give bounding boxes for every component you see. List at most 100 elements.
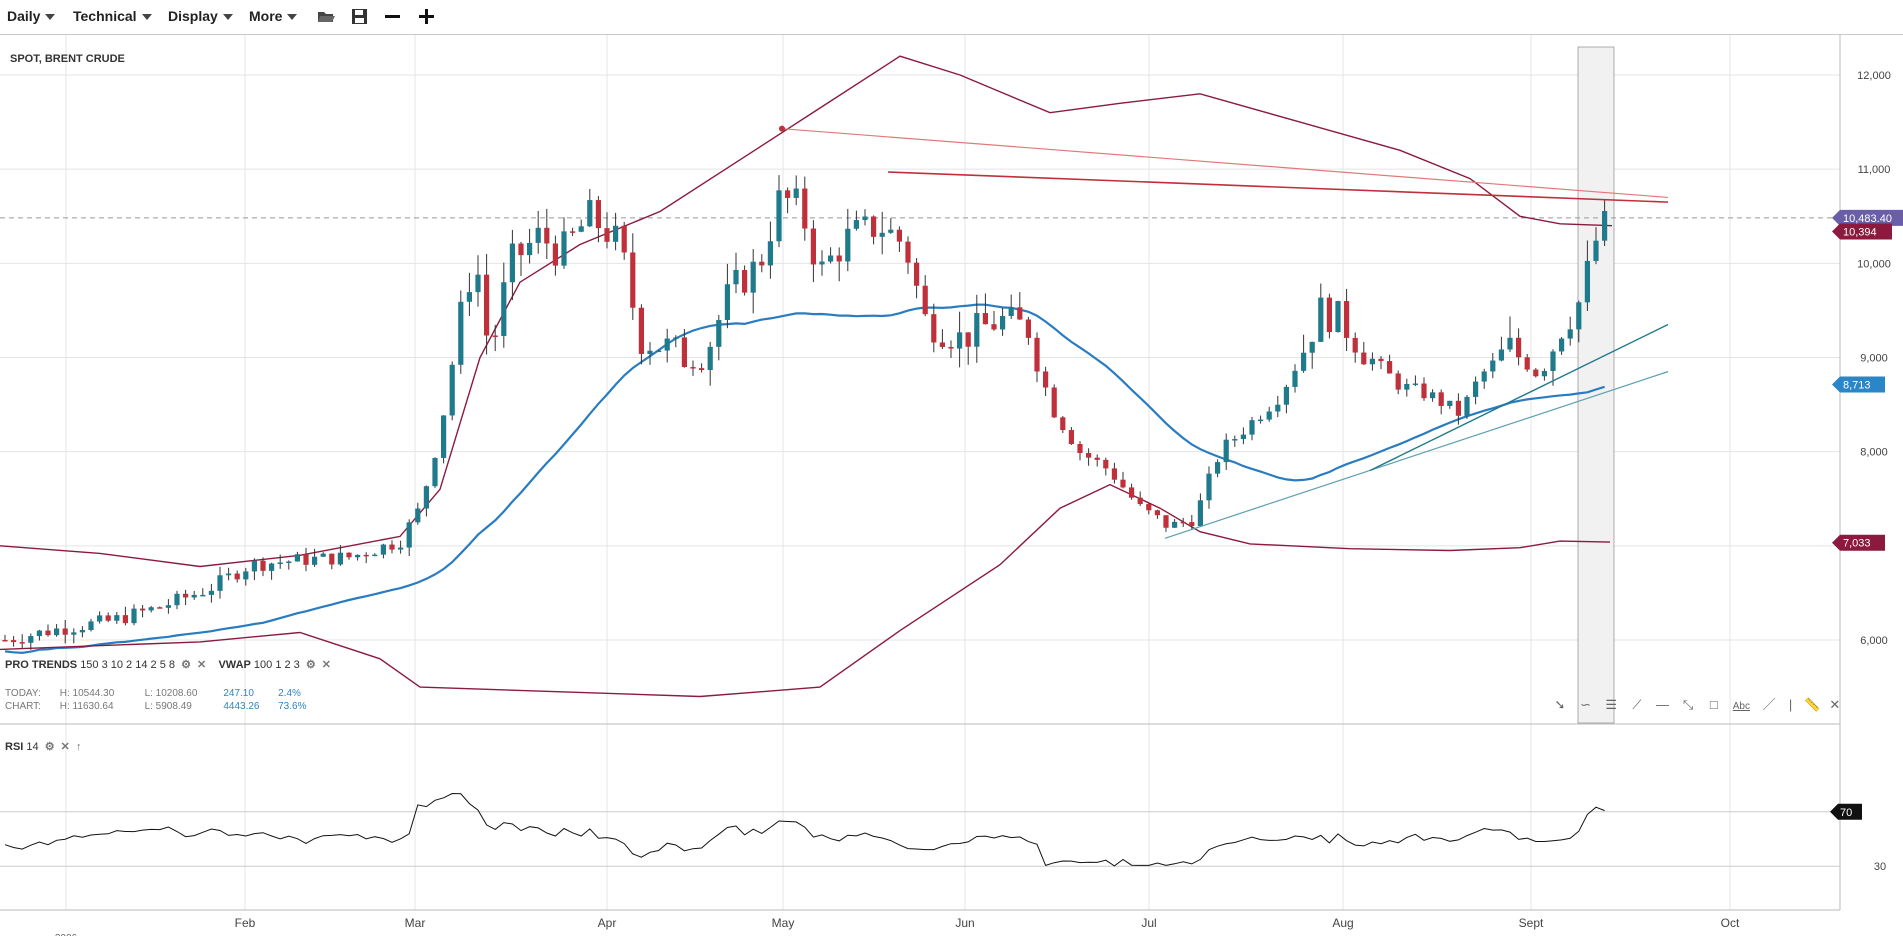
candle-body — [1232, 439, 1238, 441]
zoom-out-icon[interactable] — [382, 6, 404, 26]
interval-menu[interactable]: Daily — [7, 8, 56, 24]
rsi-badge: 70 — [1830, 803, 1862, 820]
rectangle-icon[interactable]: □ — [1709, 697, 1718, 712]
chevron-down-icon — [222, 14, 233, 21]
candle-body — [527, 242, 533, 256]
candle-body — [630, 252, 636, 308]
cursor-icon[interactable]: ➘ — [1554, 697, 1566, 712]
curve-icon[interactable]: ∽ — [1580, 697, 1592, 712]
candle-body — [62, 628, 68, 635]
candle-body — [277, 562, 283, 564]
close-icon[interactable]: ✕ — [60, 741, 70, 753]
candle-body — [879, 232, 885, 237]
price-axis-label: 10,000 — [1857, 258, 1891, 270]
save-icon[interactable] — [349, 6, 371, 26]
price-chart[interactable]: Feb Mar Apr May Jun Jul Aug Sept Oct 2006 12,000 11… — [0, 35, 1903, 936]
candle-body — [1017, 307, 1023, 320]
gear-icon[interactable]: ⚙ — [305, 659, 316, 671]
candle-body — [1120, 479, 1126, 488]
candle-body — [1430, 392, 1436, 399]
candle-body — [458, 301, 464, 365]
more-menu[interactable]: More — [249, 8, 298, 24]
candle-body — [1421, 383, 1427, 399]
time-axis-label: Sept — [1519, 916, 1544, 930]
price-axis-label: 6,000 — [1860, 635, 1888, 647]
candle-body — [1111, 468, 1117, 480]
candle-body — [1189, 522, 1195, 527]
zoom-in-icon[interactable] — [416, 6, 438, 26]
rsi-name: RSI — [5, 741, 24, 753]
candle-body — [638, 307, 644, 354]
technical-menu[interactable]: Technical — [73, 8, 152, 24]
candle-body — [1077, 444, 1083, 453]
candle-body — [1240, 434, 1246, 440]
candle-body — [174, 593, 180, 606]
ruler-icon[interactable]: 📏 — [1804, 697, 1821, 712]
close-icon[interactable]: ✕ — [197, 659, 207, 671]
ray-icon[interactable]: ⤡ — [1682, 697, 1694, 712]
support-line — [1369, 323, 1669, 472]
candle-body — [415, 508, 421, 523]
text-tool-icon[interactable]: Abc — [1732, 701, 1750, 712]
rsi-axis-label: 30 — [1874, 861, 1886, 873]
price-badge: 10,483.40 — [1832, 209, 1903, 226]
candle-body — [320, 553, 326, 557]
folder-open-icon[interactable] — [315, 6, 337, 26]
candle-body — [518, 243, 524, 256]
candle-body — [905, 241, 911, 263]
candle-body — [853, 220, 859, 229]
candle-body — [587, 200, 593, 227]
stats-chart-label: CHART: — [5, 701, 41, 712]
candle-body — [389, 544, 395, 550]
candle-body — [1103, 459, 1109, 469]
candle-body — [294, 554, 300, 562]
candle-body — [647, 350, 653, 354]
price-badge-bg — [1832, 534, 1885, 551]
bands — [0, 55, 1613, 698]
candle-body — [621, 225, 627, 253]
arrow-up-icon[interactable]: ↑ — [75, 741, 82, 753]
fibonacci-icon[interactable]: ☰ — [1605, 697, 1618, 712]
price-axis-label: 9,000 — [1860, 353, 1888, 365]
selection-zone — [1577, 46, 1615, 724]
candle-body — [466, 292, 472, 302]
display-menu[interactable]: Display — [168, 8, 233, 24]
candle-body — [785, 190, 791, 198]
pro-trends-params: 150 3 10 2 14 2 5 8 — [80, 659, 175, 671]
candle-body — [114, 615, 120, 621]
price-badge-bg — [1832, 376, 1885, 393]
gear-icon[interactable]: ⚙ — [181, 659, 191, 671]
technical-menu-label: Technical — [73, 8, 137, 24]
stats-chart-high: H: 11630.64 — [59, 701, 114, 712]
fan-icon[interactable]: ⟋ — [1632, 697, 1642, 712]
trend-line-icon[interactable]: ／ — [1762, 697, 1776, 712]
candle-body — [544, 227, 550, 244]
candle-body — [19, 642, 25, 644]
candle-body — [1275, 404, 1281, 412]
candle-body — [604, 228, 610, 242]
horizontal-line-icon[interactable]: — — [1656, 697, 1669, 712]
price-badge: 10,394 — [1832, 223, 1892, 240]
chevron-down-icon — [287, 14, 298, 21]
close-icon[interactable]: ✕ — [321, 659, 332, 671]
candle-body — [122, 615, 128, 624]
candle-body — [724, 284, 730, 320]
candle-body — [97, 615, 103, 622]
chart-title: SPOT, BRENT CRUDE — [10, 53, 125, 65]
gear-icon[interactable]: ⚙ — [44, 741, 55, 753]
stats-chart-low: L: 5908.49 — [144, 701, 192, 712]
stats-chart-pct: 73.6% — [278, 701, 307, 712]
candle-body — [535, 227, 541, 243]
candle-body — [45, 630, 51, 636]
close-icon[interactable]: ✕ — [1829, 697, 1841, 712]
candle-body — [1344, 301, 1350, 338]
candle-body — [423, 486, 429, 509]
separator: | — [1788, 697, 1793, 712]
moving-average-line — [4, 303, 1605, 655]
candle-body — [54, 628, 60, 636]
candle-body — [492, 335, 498, 338]
candle-body — [509, 243, 515, 283]
stats-today-label: TODAY: — [5, 688, 41, 699]
price-badge-bg — [1832, 223, 1892, 240]
